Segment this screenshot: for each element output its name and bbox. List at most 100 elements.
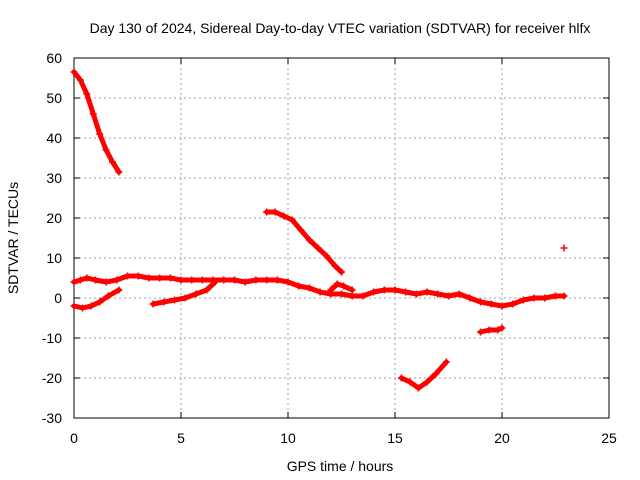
data-point [552, 292, 559, 300]
series-line [264, 209, 344, 275]
data-point [316, 288, 324, 296]
x-tick-label: 0 [70, 430, 78, 446]
data-point [104, 292, 112, 300]
data-point [83, 90, 91, 98]
data-point [340, 282, 348, 290]
data-point [338, 268, 345, 276]
series-arc-6-bump [327, 280, 356, 294]
data-point [327, 286, 335, 294]
data-point [541, 294, 549, 302]
data-point [273, 276, 281, 284]
data-point [380, 286, 388, 294]
data-point [466, 294, 474, 302]
series-line [71, 287, 122, 311]
data-point [166, 274, 174, 282]
chart-title: Day 130 of 2024, Sidereal Day-to-day VTE… [90, 20, 591, 36]
data-point [160, 298, 168, 306]
data-point [406, 378, 414, 386]
data-point [477, 298, 485, 306]
data-point [145, 274, 153, 282]
y-tick-label: 60 [46, 50, 62, 66]
y-tick-label: -20 [42, 370, 62, 386]
data-point [280, 212, 288, 220]
data-point [115, 168, 123, 176]
y-tick-label: -10 [42, 330, 62, 346]
data-point [509, 300, 517, 308]
data-point [338, 290, 345, 298]
data-point [305, 236, 313, 244]
data-point [284, 278, 292, 286]
data-point [87, 302, 95, 310]
y-tick-label: 40 [46, 130, 62, 146]
data-point [397, 374, 405, 382]
series-arc-3-rising [70, 286, 123, 312]
y-tick-label: 50 [46, 90, 62, 106]
data-point [348, 286, 356, 294]
data-point [198, 276, 206, 284]
series-line [150, 279, 218, 307]
data-point [560, 244, 568, 252]
series-line [328, 281, 355, 293]
data-point [241, 278, 249, 286]
data-point [70, 302, 78, 310]
data-point [203, 286, 211, 294]
data-point [171, 296, 179, 304]
grid [74, 58, 609, 418]
y-tick-label: 20 [46, 210, 62, 226]
data-point [323, 252, 331, 260]
data-point [263, 208, 271, 216]
data-point [519, 296, 527, 304]
data-point [79, 304, 87, 312]
data-point [96, 130, 104, 138]
series-arc-4-rising [149, 278, 219, 308]
data-point [487, 300, 495, 308]
data-point [494, 326, 502, 334]
data-point [83, 274, 91, 282]
data-point [124, 272, 131, 280]
data-point [89, 110, 97, 118]
data-point [432, 370, 440, 378]
data-point [423, 378, 431, 386]
data-point [498, 324, 506, 332]
x-tick-label: 15 [387, 430, 403, 446]
data-point [188, 276, 196, 284]
data-point [295, 282, 303, 290]
y-tick-label: 30 [46, 170, 62, 186]
x-tick-label: 20 [494, 430, 510, 446]
data-traces [70, 68, 568, 392]
data-point [412, 290, 420, 298]
data-point [134, 272, 142, 280]
x-tick-label: 10 [280, 430, 296, 446]
series-arc-5-descending [263, 208, 345, 276]
data-point [177, 276, 185, 284]
data-point [96, 298, 104, 306]
data-point [288, 216, 296, 224]
data-point [102, 146, 110, 154]
data-point [211, 278, 219, 286]
data-point [498, 302, 506, 310]
data-point [314, 244, 322, 252]
data-point [402, 288, 410, 296]
data-point [70, 68, 78, 76]
y-tick-label: 0 [54, 290, 62, 306]
y-tick-label: -30 [42, 410, 62, 426]
data-point [109, 158, 117, 166]
series-line [478, 325, 505, 335]
series-isolated-point [560, 244, 568, 252]
data-point [305, 284, 313, 292]
data-point [115, 286, 123, 294]
data-point [76, 276, 84, 284]
data-point [333, 280, 341, 288]
data-point [297, 226, 305, 234]
data-point [331, 262, 339, 270]
series-arc-8-short [477, 324, 506, 336]
data-point [149, 300, 157, 308]
data-point [455, 290, 463, 298]
data-point [370, 288, 378, 296]
data-point [442, 358, 450, 366]
data-point [530, 294, 538, 302]
series-arc-2-main [70, 272, 568, 310]
x-tick-label: 25 [601, 430, 617, 446]
y-tick-label: 10 [46, 250, 62, 266]
